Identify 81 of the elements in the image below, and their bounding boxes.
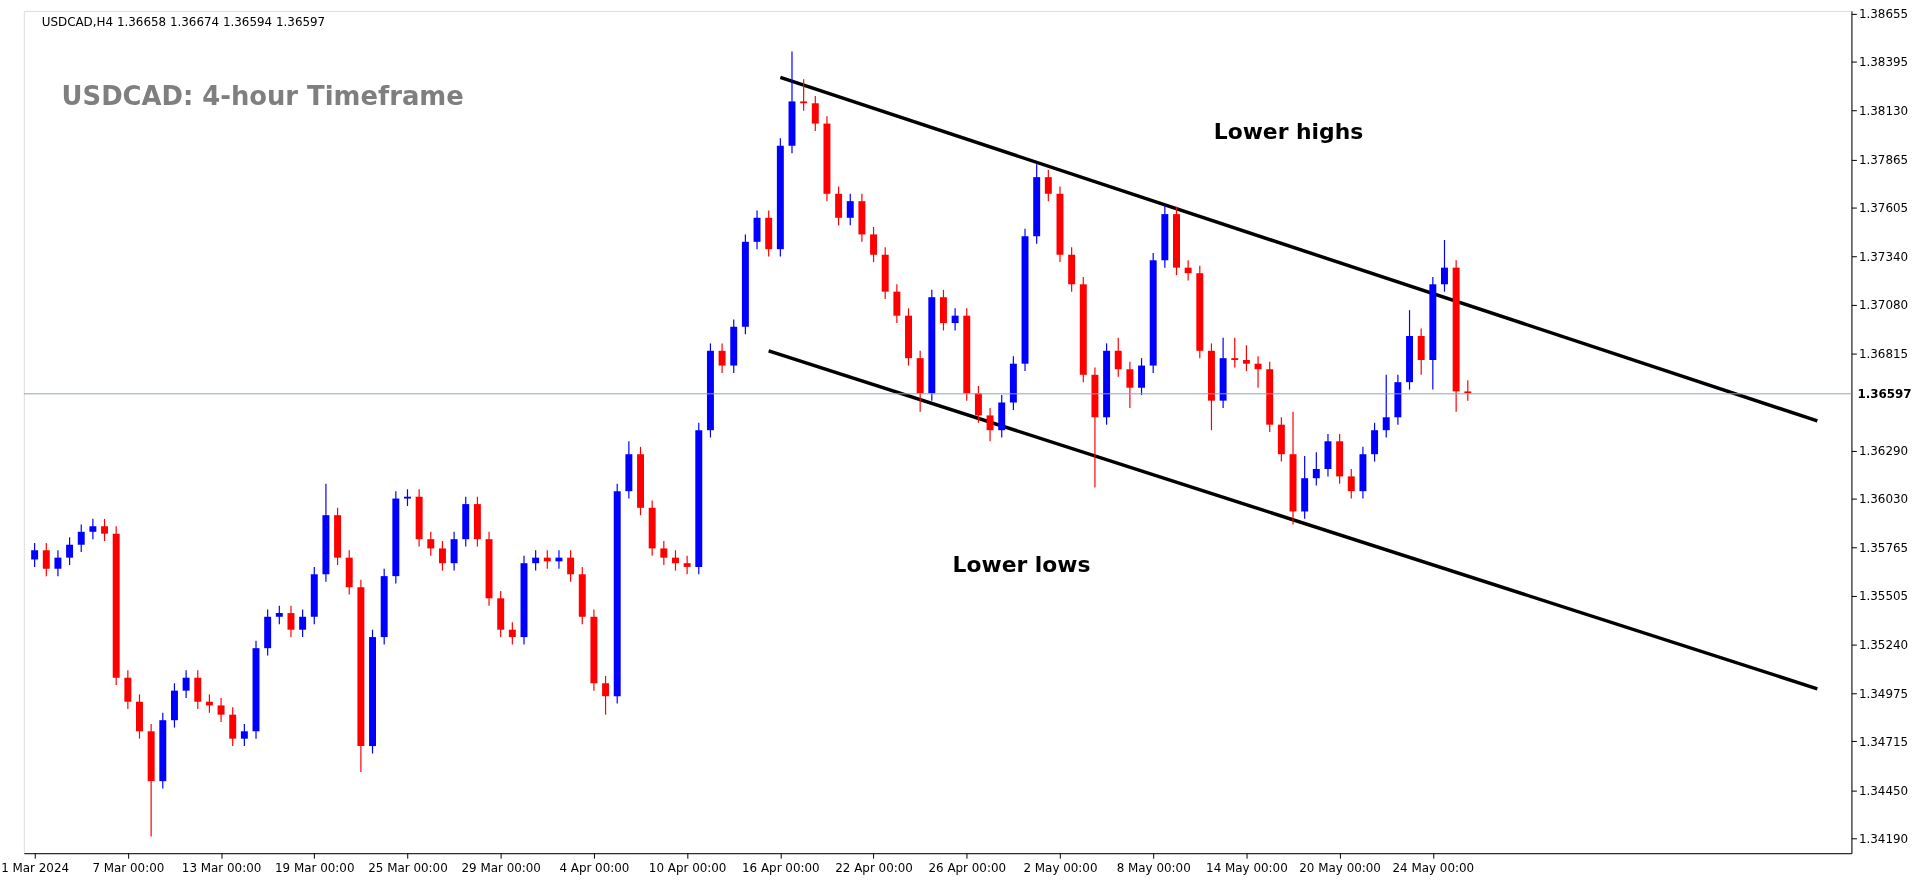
x-tick-label: 22 Apr 00:00 xyxy=(835,860,913,875)
candlestick xyxy=(1441,239,1448,293)
candlestick xyxy=(217,697,225,723)
y-tick-label: 1.34450 xyxy=(1858,783,1909,798)
candlestick xyxy=(508,621,516,646)
candlestick xyxy=(1347,468,1355,500)
x-tick-label: 25 Mar 00:00 xyxy=(368,860,448,875)
y-tick-label: 1.34975 xyxy=(1858,686,1909,701)
x-tick-label: 26 Apr 00:00 xyxy=(928,860,1007,875)
annotation: USDCAD,H4 1.36658 1.36674 1.36594 1.36597 xyxy=(41,14,326,29)
annotation: Lower highs xyxy=(1213,119,1364,145)
candlestick xyxy=(299,608,307,638)
candlestick xyxy=(672,549,679,572)
candlestick xyxy=(532,549,540,572)
candlestick xyxy=(683,555,691,575)
candlestick xyxy=(1242,344,1250,372)
candlestick xyxy=(287,605,295,638)
candlestick xyxy=(870,226,878,263)
y-tick-label: 1.34190 xyxy=(1858,831,1909,846)
y-tick-label: 1.38655 xyxy=(1858,7,1909,22)
candlestick xyxy=(1138,357,1146,396)
candlestick xyxy=(31,542,39,568)
candlestick xyxy=(1254,355,1262,389)
candlestick xyxy=(182,669,190,699)
candlestick xyxy=(602,675,610,716)
x-tick-label: 2 May 00:00 xyxy=(1023,860,1098,875)
x-tick-label: 29 Mar 00:00 xyxy=(461,860,541,875)
candlestick xyxy=(438,540,446,572)
candlestick xyxy=(77,523,85,553)
candlestick xyxy=(427,531,435,557)
candlestick xyxy=(811,95,819,132)
candlestick xyxy=(1126,361,1134,409)
text: USDCAD: 4-hour Timeframe xyxy=(61,81,464,112)
y-tick-label: 1.37865 xyxy=(1858,153,1909,168)
candlestick xyxy=(240,723,248,747)
x-tick-label: 16 Apr 00:00 xyxy=(742,860,820,875)
y-tick-label: 1.37080 xyxy=(1858,298,1909,313)
y-tick-label: 1.35765 xyxy=(1858,540,1909,555)
ref-line-label: 1.36597 xyxy=(1857,386,1912,401)
candlestick xyxy=(800,78,808,112)
candlestick xyxy=(1044,169,1052,202)
candlestick xyxy=(1312,451,1320,487)
y-tick-label: 1.36815 xyxy=(1858,347,1909,362)
x-tick-label: 20 May 00:00 xyxy=(1299,860,1381,875)
x-tick-label: 7 Mar 00:00 xyxy=(92,860,165,875)
candlestick xyxy=(660,540,668,566)
candlestick xyxy=(986,407,994,442)
x-tick-label: 13 Mar 00:00 xyxy=(181,860,262,875)
y-tick-label: 1.37340 xyxy=(1858,250,1909,265)
candlestick xyxy=(567,549,575,583)
annotation: Lower lows xyxy=(952,552,1091,578)
y-tick-label: 1.37605 xyxy=(1858,201,1909,216)
x-tick-label: 4 Apr 00:00 xyxy=(559,860,630,875)
y-tick-label: 1.36030 xyxy=(1858,492,1909,507)
candlestick xyxy=(974,385,982,424)
y-tick-label: 1.35240 xyxy=(1858,637,1909,652)
x-tick-label: 8 May 00:00 xyxy=(1116,860,1191,875)
x-tick-label: 10 Apr 00:00 xyxy=(648,860,727,875)
x-tick-label: 19 Mar 00:00 xyxy=(275,860,355,875)
candlestick xyxy=(1231,337,1239,368)
candlestick xyxy=(89,518,97,540)
candlestick xyxy=(1184,259,1192,282)
candlestick xyxy=(42,542,50,577)
candlestick xyxy=(1382,374,1390,439)
y-tick-label: 1.34715 xyxy=(1858,734,1909,749)
y-tick-label: 1.38395 xyxy=(1858,55,1909,70)
y-tick-label: 1.36290 xyxy=(1858,443,1909,458)
candlestick xyxy=(66,536,74,566)
candlestick xyxy=(101,518,109,542)
candlestick xyxy=(275,605,283,625)
x-tick-label: 24 May 00:00 xyxy=(1392,860,1475,875)
x-tick-label: 14 May 00:00 xyxy=(1206,860,1288,875)
y-tick-label: 1.38130 xyxy=(1858,104,1909,119)
candlestick xyxy=(718,342,726,374)
candlestick xyxy=(54,549,62,577)
y-tick-label: 1.35505 xyxy=(1858,588,1909,603)
candlestick xyxy=(1464,379,1472,402)
candlestick xyxy=(1114,337,1122,378)
candlestick xyxy=(846,193,854,226)
x-tick-label: 1 Mar 2024 xyxy=(1,860,70,875)
candlestick xyxy=(951,307,959,332)
